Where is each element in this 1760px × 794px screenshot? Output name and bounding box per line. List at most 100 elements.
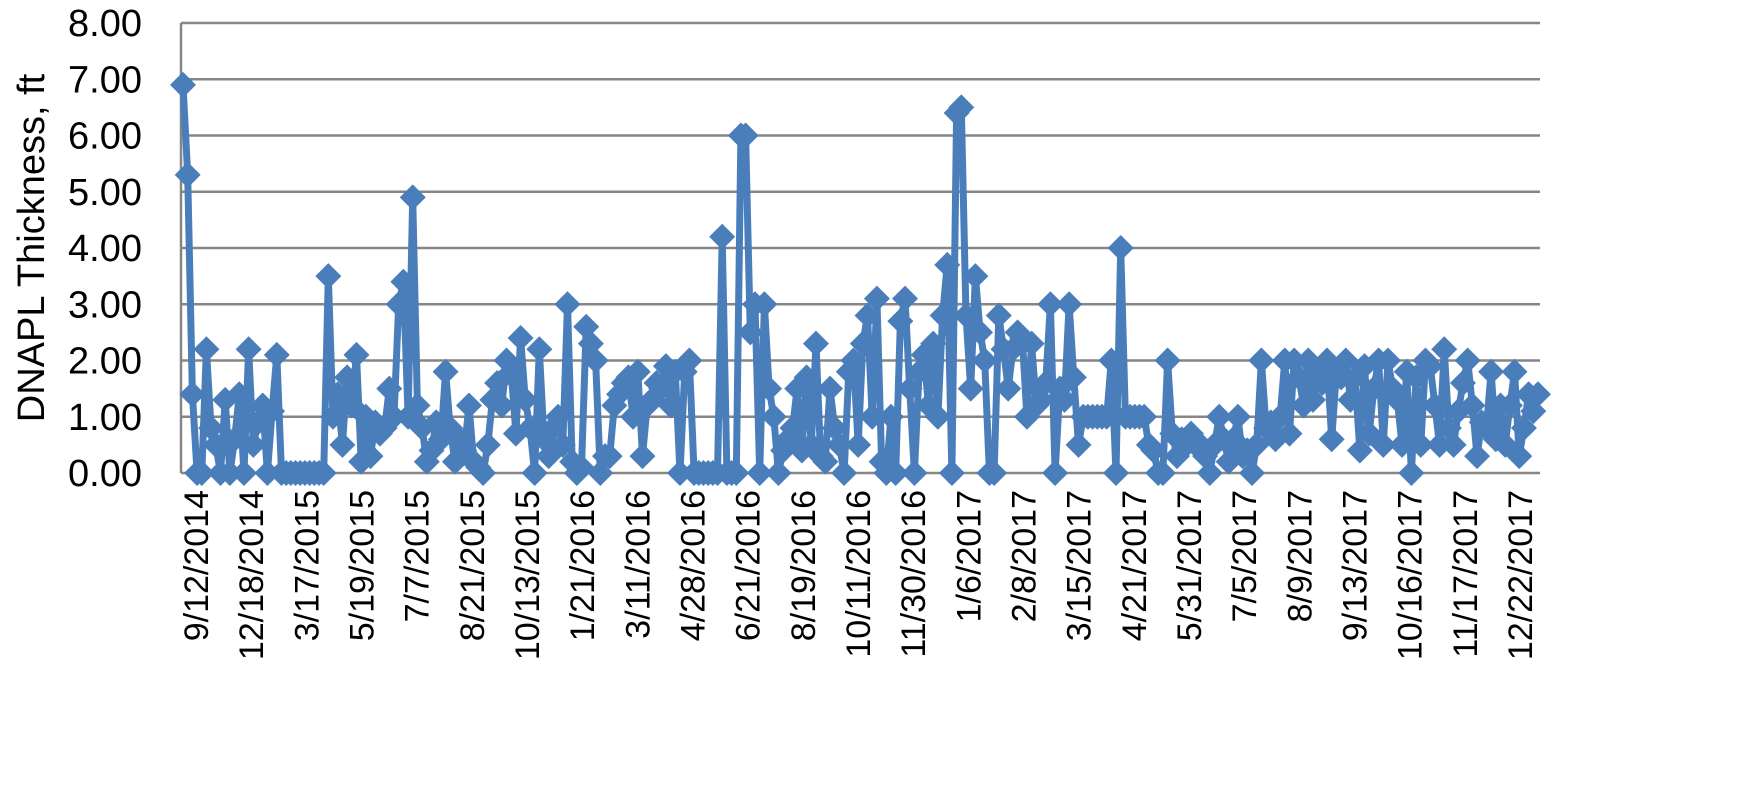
- data-point: [1370, 431, 1397, 458]
- data-point: [817, 375, 844, 402]
- x-tick-label: 11/17/2017: [1447, 490, 1485, 658]
- data-point: [746, 460, 773, 486]
- data-point: [877, 403, 904, 430]
- data-point: [521, 460, 548, 486]
- x-tick-label: 4/21/2017: [1116, 490, 1154, 641]
- data-point: [779, 415, 806, 441]
- data-point: [221, 426, 248, 453]
- x-tick-label: 12/18/2014: [233, 490, 271, 660]
- data-point: [1009, 325, 1036, 351]
- data-point: [1431, 336, 1458, 363]
- data-point: [507, 325, 534, 351]
- series-layer: [170, 71, 1551, 486]
- data-point: [882, 460, 909, 486]
- data-point: [1042, 460, 1069, 486]
- data-point: [1098, 347, 1125, 374]
- data-point: [1421, 392, 1448, 419]
- data-point: [1417, 353, 1444, 380]
- data-point: [259, 398, 286, 425]
- x-tick-label: 3/15/2017: [1061, 490, 1099, 641]
- data-point: [1506, 443, 1533, 470]
- data-point: [863, 285, 890, 312]
- data-point: [1501, 358, 1528, 385]
- data-point: [723, 460, 750, 486]
- data-point: [1267, 403, 1294, 430]
- data-point: [1496, 392, 1523, 419]
- data-point: [981, 460, 1008, 486]
- data-point: [174, 161, 201, 188]
- y-tick-label: 1.00: [68, 397, 142, 439]
- data-point: [334, 364, 361, 391]
- data-point: [545, 403, 572, 430]
- data-point: [1440, 431, 1467, 458]
- data-point: [310, 460, 337, 486]
- data-point: [1140, 437, 1167, 464]
- data-point: [1131, 403, 1158, 430]
- data-point: [985, 302, 1012, 329]
- data-point: [1459, 392, 1486, 419]
- data-point: [240, 431, 267, 458]
- data-point: [1196, 460, 1223, 486]
- data-point: [1056, 291, 1083, 318]
- data-point: [920, 330, 947, 357]
- y-tick-label: 3.00: [68, 284, 142, 326]
- data-point: [962, 263, 989, 290]
- data-point: [456, 392, 483, 419]
- data-point: [230, 460, 257, 486]
- data-point: [1449, 370, 1476, 396]
- y-tick-label: 5.00: [68, 172, 142, 214]
- data-point: [831, 460, 858, 486]
- data-point: [648, 375, 675, 402]
- x-tick-label: 2/8/2017: [1006, 490, 1044, 622]
- data-point: [765, 460, 792, 486]
- data-point: [1154, 347, 1181, 374]
- x-tick-label: 10/16/2017: [1392, 490, 1430, 660]
- data-point: [854, 302, 881, 329]
- x-tick-label: 3/17/2015: [288, 490, 326, 641]
- x-tick-label: 1/21/2016: [564, 490, 602, 641]
- data-point: [216, 460, 243, 486]
- data-point: [1051, 386, 1078, 413]
- data-point: [1384, 386, 1411, 413]
- data-point: [1318, 426, 1345, 453]
- y-tick-label: 7.00: [68, 59, 142, 101]
- data-point: [498, 358, 525, 385]
- x-tick-label: 7/7/2015: [399, 490, 437, 622]
- data-point: [380, 403, 407, 430]
- data-point: [1299, 386, 1326, 413]
- data-point: [826, 431, 853, 458]
- data-point: [1037, 291, 1064, 318]
- data-point: [512, 386, 539, 413]
- data-point: [1103, 460, 1130, 486]
- data-point: [202, 431, 229, 458]
- x-tick-label: 7/5/2017: [1226, 490, 1264, 622]
- y-tick-label: 8.00: [68, 3, 142, 45]
- y-tick-label: 0.00: [68, 453, 142, 495]
- data-point: [1525, 381, 1551, 408]
- data-point: [1065, 431, 1092, 458]
- data-point: [929, 302, 956, 329]
- data-point: [399, 184, 426, 211]
- data-point: [967, 319, 994, 346]
- data-point: [432, 358, 459, 385]
- data-point: [732, 122, 759, 149]
- data-point: [1346, 437, 1373, 464]
- data-point: [1454, 347, 1481, 374]
- data-point: [254, 460, 281, 486]
- data-point: [315, 263, 342, 290]
- data-point: [1389, 431, 1416, 458]
- x-tick-label: 6/21/2016: [730, 490, 768, 641]
- data-point: [1060, 364, 1087, 391]
- data-point: [737, 319, 764, 346]
- data-point: [526, 336, 553, 363]
- x-tick-label: 8/19/2016: [785, 490, 823, 641]
- data-point: [1398, 460, 1425, 486]
- data-point: [596, 443, 623, 470]
- data-point: [554, 291, 581, 318]
- data-point: [1276, 420, 1303, 447]
- data-point: [751, 291, 778, 318]
- y-axis-title: DNAPL Thickness, ft: [11, 73, 53, 422]
- data-point: [924, 403, 951, 430]
- data-point: [995, 375, 1022, 402]
